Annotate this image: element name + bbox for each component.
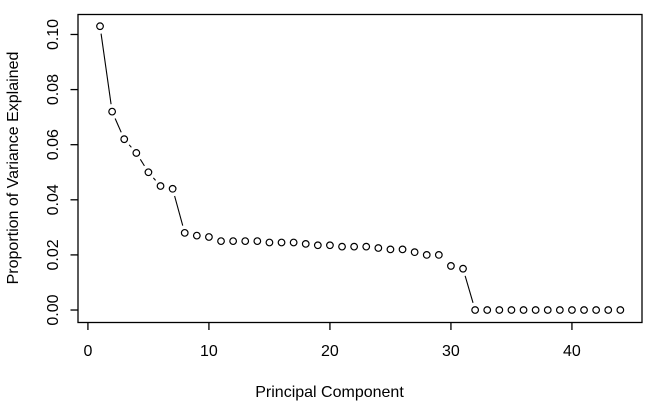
x-tick-label: 20	[321, 343, 339, 360]
data-point	[507, 306, 516, 314]
y-tick-label: 0.08	[45, 74, 62, 105]
data-point	[350, 242, 359, 251]
y-tick-label: 0.04	[45, 184, 62, 215]
data-point	[277, 238, 286, 247]
series-segment	[174, 195, 184, 226]
data-point	[362, 242, 371, 251]
data-point	[205, 233, 213, 241]
data-point	[459, 264, 467, 273]
data-point	[156, 182, 165, 190]
data-point	[132, 149, 141, 157]
y-tick-label: 0.10	[45, 19, 62, 50]
y-tick-label: 0.02	[45, 239, 62, 270]
series-segment	[464, 275, 474, 303]
data-point	[313, 241, 322, 250]
x-tick-label: 30	[442, 343, 460, 360]
data-point	[144, 168, 153, 177]
plot-box	[77, 13, 643, 324]
data-point	[168, 184, 177, 193]
data-point	[471, 306, 480, 314]
data-point	[192, 231, 201, 240]
data-point	[410, 248, 419, 257]
data-point	[604, 306, 613, 314]
data-point	[616, 306, 625, 314]
data-point	[592, 306, 601, 314]
y-axis-title: Proportion of Variance Explained	[5, 51, 22, 285]
data-point	[447, 262, 455, 270]
data-point	[398, 245, 407, 254]
data-point	[289, 238, 298, 247]
data-point	[253, 237, 262, 246]
y-tick-label: 0.00	[45, 294, 62, 325]
series-segment	[114, 118, 122, 133]
data-point	[531, 306, 540, 314]
data-point	[108, 107, 117, 116]
data-point	[422, 251, 431, 259]
data-point	[120, 135, 129, 144]
data-point	[519, 306, 528, 314]
series-segment	[128, 144, 132, 148]
data-point	[386, 245, 395, 254]
data-point	[338, 242, 346, 251]
data-point	[483, 306, 492, 314]
data-point	[301, 239, 310, 248]
data-point	[374, 244, 383, 252]
x-axis-title: Principal Component	[255, 384, 404, 401]
data-point	[434, 251, 443, 259]
y-tick-label: 0.06	[45, 129, 62, 160]
data-point	[568, 306, 576, 314]
x-tick-label: 10	[200, 343, 218, 360]
data-point	[580, 306, 588, 314]
data-point	[180, 228, 189, 237]
data-point	[555, 306, 564, 314]
series-segment	[152, 177, 156, 181]
series-segment	[139, 159, 145, 167]
series-segment	[100, 33, 112, 105]
data-point	[543, 306, 552, 314]
data-point	[96, 22, 104, 31]
x-tick-label: 40	[563, 343, 581, 360]
data-point	[241, 237, 250, 246]
x-tick-label: 0	[83, 343, 92, 360]
data-point	[229, 237, 238, 246]
data-point	[326, 241, 334, 250]
data-point	[495, 306, 504, 314]
data-point	[265, 238, 274, 247]
data-point	[217, 237, 225, 246]
